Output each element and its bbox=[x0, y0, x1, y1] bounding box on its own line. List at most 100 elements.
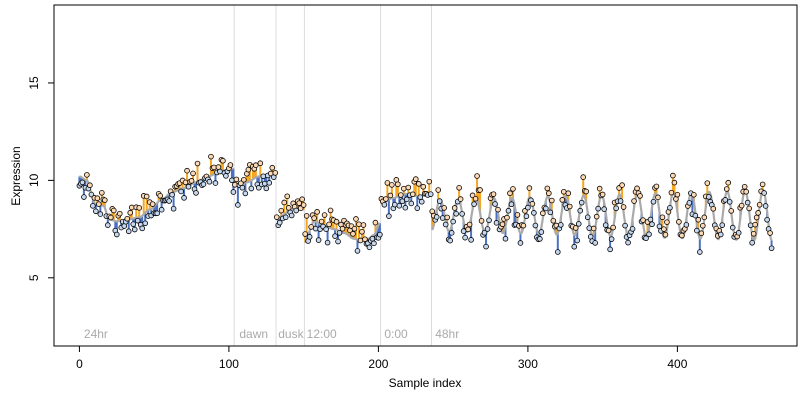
data-point bbox=[245, 166, 252, 173]
data-point bbox=[87, 182, 93, 189]
data-point bbox=[593, 213, 600, 220]
data-point bbox=[695, 216, 702, 223]
data-point bbox=[537, 236, 543, 242]
data-point bbox=[505, 207, 512, 214]
data-point bbox=[643, 235, 649, 242]
data-point bbox=[697, 249, 703, 255]
data-point bbox=[704, 180, 711, 186]
data-point bbox=[306, 234, 313, 240]
data-point bbox=[756, 201, 763, 208]
data-point bbox=[359, 228, 365, 235]
data-point bbox=[336, 230, 343, 236]
data-point bbox=[321, 212, 328, 218]
data-point bbox=[96, 201, 102, 207]
data-point bbox=[607, 246, 613, 253]
y-tick-label: 15 bbox=[27, 76, 41, 90]
data-point bbox=[436, 198, 443, 204]
data-point bbox=[311, 215, 317, 221]
x-axis: 0 100 200 300 400 bbox=[76, 345, 688, 371]
data-point bbox=[253, 162, 259, 168]
data-point bbox=[182, 179, 189, 186]
data-point bbox=[523, 213, 530, 220]
data-point bbox=[694, 227, 700, 234]
data-point bbox=[409, 191, 416, 198]
data-point bbox=[622, 222, 628, 229]
data-point bbox=[610, 224, 616, 231]
data-point bbox=[571, 243, 578, 250]
data-point bbox=[668, 189, 675, 196]
data-point bbox=[453, 210, 459, 217]
data-point bbox=[439, 215, 446, 221]
data-point bbox=[284, 193, 291, 200]
data-point bbox=[79, 179, 86, 186]
data-point bbox=[433, 214, 440, 220]
data-point bbox=[94, 195, 101, 202]
data-point bbox=[326, 221, 332, 228]
data-point bbox=[659, 214, 666, 221]
section-label: 0:00 bbox=[384, 327, 408, 341]
data-point bbox=[143, 193, 150, 200]
data-point bbox=[722, 197, 729, 203]
data-point bbox=[448, 230, 455, 236]
data-point bbox=[749, 240, 755, 246]
data-point bbox=[735, 230, 742, 236]
data-point bbox=[686, 200, 693, 206]
data-point bbox=[427, 191, 434, 197]
data-point bbox=[332, 233, 338, 239]
data-point bbox=[323, 226, 329, 232]
data-point bbox=[761, 190, 767, 196]
data-point bbox=[386, 213, 392, 219]
data-point bbox=[466, 221, 473, 228]
data-point bbox=[377, 231, 383, 238]
data-point bbox=[324, 239, 331, 246]
data-point bbox=[762, 203, 769, 209]
data-point bbox=[206, 178, 213, 185]
data-point bbox=[288, 212, 295, 219]
data-point bbox=[157, 193, 163, 199]
y-tick-label: 10 bbox=[27, 173, 41, 187]
data-point bbox=[227, 162, 234, 168]
data-point bbox=[667, 205, 673, 211]
data-point bbox=[744, 199, 751, 206]
data-point bbox=[281, 199, 288, 206]
data-point bbox=[166, 198, 172, 204]
data-point bbox=[574, 237, 581, 244]
data-point bbox=[441, 205, 447, 211]
data-point bbox=[451, 205, 458, 211]
data-point bbox=[700, 222, 706, 229]
data-point bbox=[484, 226, 491, 232]
data-point bbox=[402, 204, 409, 211]
data-point bbox=[502, 235, 509, 242]
data-point bbox=[399, 198, 406, 205]
data-point bbox=[220, 157, 226, 164]
data-point bbox=[653, 183, 660, 190]
x-tick-label: 200 bbox=[368, 357, 388, 371]
data-point bbox=[116, 210, 123, 217]
data-point bbox=[620, 204, 627, 210]
data-point bbox=[354, 248, 361, 254]
data-point bbox=[683, 222, 690, 228]
data-point bbox=[353, 216, 359, 222]
section-label: dawn bbox=[239, 327, 268, 341]
data-point bbox=[725, 179, 732, 186]
data-point bbox=[719, 222, 726, 228]
data-point bbox=[546, 190, 552, 197]
data-point bbox=[510, 186, 516, 192]
data-point bbox=[404, 196, 410, 203]
data-point bbox=[142, 220, 148, 227]
data-point bbox=[538, 229, 545, 235]
data-point bbox=[296, 200, 302, 206]
data-point bbox=[405, 184, 412, 191]
data-point bbox=[450, 218, 456, 225]
data-point bbox=[396, 202, 403, 209]
data-point bbox=[701, 214, 708, 221]
data-point bbox=[590, 225, 597, 232]
data-point bbox=[752, 221, 758, 228]
data-point bbox=[676, 219, 682, 225]
data-point bbox=[586, 225, 592, 231]
x-axis-title: Sample index bbox=[389, 376, 462, 390]
data-point bbox=[617, 198, 624, 204]
data-point bbox=[550, 217, 557, 224]
data-point bbox=[517, 240, 524, 246]
data-point bbox=[764, 216, 770, 223]
